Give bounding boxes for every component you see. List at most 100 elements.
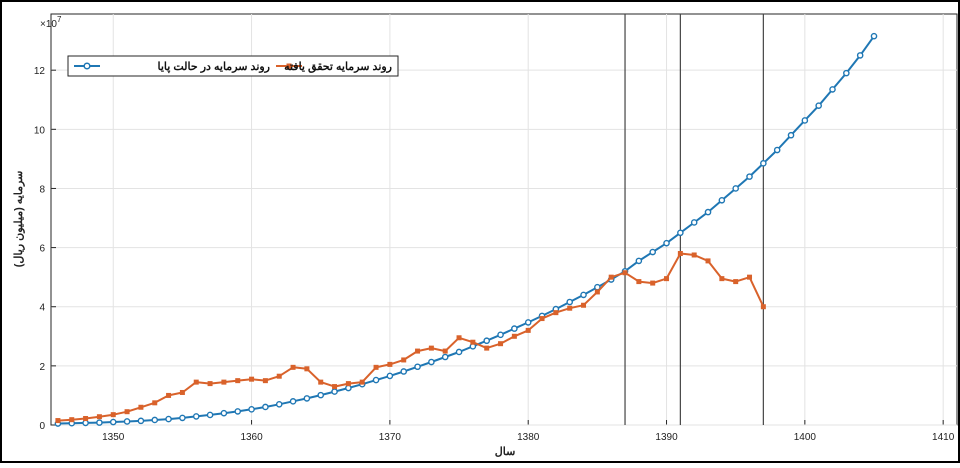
- series-2-point: [373, 364, 379, 370]
- plot-area: [50, 13, 958, 426]
- series-1-point: [497, 331, 504, 339]
- series-1-point: [704, 208, 712, 216]
- y-tick-labels: 0 2 4 6 8 10 12: [34, 66, 46, 432]
- series-1-point: [331, 388, 338, 395]
- y-tick-label: 2: [39, 362, 45, 373]
- legend: روند سرمایه تحقق یافته روند سرمایه در حا…: [67, 55, 399, 77]
- series-2-point: [760, 304, 766, 310]
- series-1-point: [566, 298, 574, 306]
- series-1-point: [635, 257, 643, 265]
- series-2-point: [415, 348, 421, 354]
- series-2-point: [594, 289, 600, 295]
- series-2-point: [636, 279, 642, 285]
- series-2-point: [719, 276, 725, 282]
- series-1-point: [137, 417, 145, 425]
- series-2-point: [207, 381, 213, 387]
- series-2-point: [359, 379, 365, 385]
- series-2-point: [83, 415, 89, 421]
- series-1-point: [690, 219, 698, 226]
- series-1-point: [414, 363, 421, 371]
- series-1-point: [372, 376, 380, 384]
- series-2-point: [747, 274, 753, 280]
- legend-label-series-2: روند سرمایه تحقق یافته: [284, 61, 392, 73]
- y-tick-label: 0: [39, 421, 45, 432]
- series-2-point: [193, 379, 199, 385]
- x-axis-label: سال: [495, 446, 516, 458]
- series-2-point: [276, 373, 282, 379]
- y-exponent-label: ×107: [40, 15, 62, 30]
- y-axis-label: سرمایه (میلیون ریال): [13, 171, 25, 268]
- legend-box: [67, 55, 399, 77]
- series-2-point: [387, 361, 393, 367]
- x-tick-label: 1360: [240, 432, 263, 443]
- series-2-point: [96, 414, 102, 420]
- series-1-point: [179, 414, 186, 422]
- series-2-point: [705, 258, 711, 264]
- y-tick-label: 12: [34, 66, 46, 77]
- series-2-point: [55, 418, 61, 424]
- series-2-point: [124, 409, 130, 415]
- x-tick-labels: 1350 1360 1370 1380 1390 1400 1410: [102, 432, 955, 443]
- series-1-point: [843, 69, 850, 77]
- series-2-point: [650, 280, 656, 286]
- x-tick-label: 1350: [102, 432, 125, 443]
- series-1-point: [192, 413, 200, 420]
- series-2-point: [498, 341, 504, 347]
- series-1-point: [275, 401, 283, 408]
- series-1-point: [663, 239, 670, 247]
- series-1-point: [483, 337, 491, 345]
- series-1-point: [262, 403, 269, 411]
- series-1-point: [524, 319, 532, 326]
- series-2-point: [69, 417, 75, 423]
- series-2-point: [235, 378, 241, 384]
- series-1-point: [109, 418, 117, 426]
- series-2-point: [733, 279, 739, 285]
- series-2-point: [345, 381, 351, 387]
- series-group: [54, 32, 878, 427]
- series-1-point: [732, 185, 739, 192]
- series-2-point: [691, 252, 697, 258]
- series-1-point: [165, 415, 172, 423]
- series-2-point: [262, 378, 268, 384]
- series-2-point: [608, 274, 614, 280]
- series-1-point: [96, 419, 103, 426]
- series-2-point: [511, 333, 517, 339]
- series-2-point: [442, 348, 448, 354]
- series-2-point: [138, 404, 144, 410]
- grid-lines: [51, 14, 957, 426]
- series-1-point: [317, 391, 325, 399]
- y-tick-label: 4: [39, 303, 45, 314]
- series-1-point: [718, 196, 726, 204]
- series-2-point: [179, 389, 185, 395]
- series-1-point: [870, 32, 878, 40]
- series-1-point: [441, 353, 449, 361]
- series-1-point: [289, 398, 297, 405]
- series-1-point: [829, 86, 836, 93]
- series-2-point: [152, 400, 158, 406]
- series-1-point: [345, 384, 352, 392]
- series-2-point: [664, 276, 670, 282]
- series-2-point: [581, 302, 587, 308]
- series-2-point: [304, 366, 310, 372]
- series-2-point: [332, 384, 338, 390]
- series-2-point: [677, 251, 683, 257]
- series-1-point: [206, 411, 214, 419]
- series-1-point: [580, 291, 587, 299]
- series-1-point: [151, 416, 159, 424]
- series-1-point: [746, 173, 753, 180]
- series-2-point: [484, 345, 490, 351]
- series-1-point: [248, 406, 255, 413]
- y-tick-label: 10: [34, 125, 46, 136]
- series-1-point: [815, 102, 822, 109]
- series-1-point: [760, 160, 767, 167]
- x-tick-label: 1370: [379, 432, 402, 443]
- series-2-point: [290, 364, 296, 370]
- series-2-point: [525, 327, 531, 333]
- vertical-marker-lines: [624, 14, 764, 425]
- y-tick-label: 8: [39, 184, 45, 195]
- x-tick-label: 1410: [932, 432, 955, 443]
- series-2-point: [110, 412, 116, 418]
